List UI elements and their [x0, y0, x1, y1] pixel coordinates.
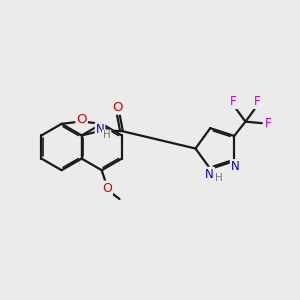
Text: H: H — [103, 130, 110, 140]
Text: F: F — [265, 117, 272, 130]
Text: O: O — [76, 113, 87, 127]
Text: F: F — [230, 95, 237, 108]
Text: N: N — [205, 168, 214, 181]
Text: F: F — [254, 95, 261, 108]
Text: O: O — [102, 182, 112, 194]
Text: O: O — [112, 101, 123, 114]
Text: N: N — [231, 160, 239, 173]
Text: N: N — [96, 123, 104, 136]
Text: H: H — [215, 173, 223, 183]
